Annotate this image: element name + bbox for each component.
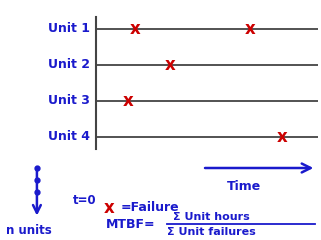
Text: Unit 2: Unit 2 — [48, 58, 90, 71]
Text: Σ Unit hours: Σ Unit hours — [173, 212, 250, 222]
Text: x: x — [277, 128, 288, 146]
Text: x: x — [104, 199, 115, 216]
Text: Time: Time — [227, 180, 261, 192]
Text: Unit 4: Unit 4 — [48, 130, 90, 143]
Text: Unit 3: Unit 3 — [48, 94, 90, 107]
Text: x: x — [245, 20, 256, 38]
Text: Unit 1: Unit 1 — [48, 22, 90, 35]
Text: x: x — [165, 56, 176, 74]
Text: x: x — [129, 20, 140, 38]
Text: =Failure: =Failure — [120, 201, 179, 214]
Text: n units: n units — [6, 224, 52, 237]
Text: x: x — [123, 92, 134, 110]
Text: t=0: t=0 — [73, 194, 97, 207]
Text: Σ Unit failures: Σ Unit failures — [168, 227, 256, 237]
Text: MTBF=: MTBF= — [106, 218, 156, 231]
